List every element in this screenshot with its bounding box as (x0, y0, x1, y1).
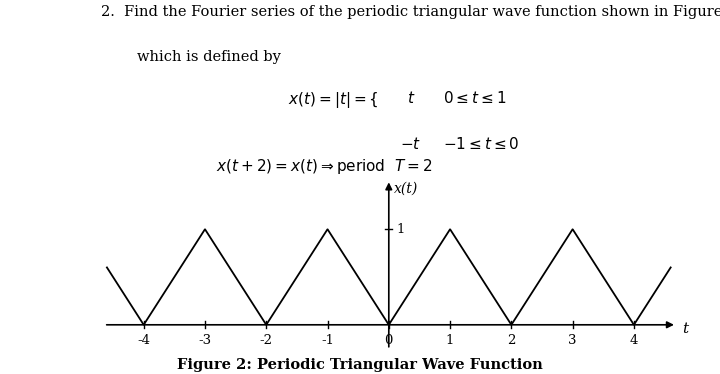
Text: $t$: $t$ (407, 90, 415, 106)
Text: t: t (682, 322, 688, 335)
Text: Figure 2: Periodic Triangular Wave Function: Figure 2: Periodic Triangular Wave Funct… (177, 358, 543, 372)
Text: $x(t+2) = x(t) \Rightarrow \mathrm{period}\ \ T = 2$: $x(t+2) = x(t) \Rightarrow \mathrm{perio… (216, 157, 433, 176)
Text: $-t$: $-t$ (400, 137, 420, 153)
Text: x(t): x(t) (394, 181, 418, 196)
Text: 1: 1 (446, 334, 454, 347)
Text: which is defined by: which is defined by (137, 50, 281, 64)
Text: -3: -3 (199, 334, 212, 347)
Text: $0 \leq t \leq 1$: $0 \leq t \leq 1$ (443, 90, 506, 106)
Text: 4: 4 (630, 334, 638, 347)
Text: -4: -4 (138, 334, 150, 347)
Text: 0: 0 (384, 334, 393, 347)
Text: -2: -2 (260, 334, 273, 347)
Text: 3: 3 (568, 334, 577, 347)
Text: 2: 2 (507, 334, 516, 347)
Text: 1: 1 (397, 223, 405, 236)
Text: $x(t) = |t| = \{$: $x(t) = |t| = \{$ (288, 90, 379, 110)
Text: 2.  Find the Fourier series of the periodic triangular wave function shown in Fi: 2. Find the Fourier series of the period… (101, 5, 720, 19)
Text: $-1 \leq t \leq 0$: $-1 \leq t \leq 0$ (443, 137, 519, 153)
Text: -1: -1 (321, 334, 334, 347)
